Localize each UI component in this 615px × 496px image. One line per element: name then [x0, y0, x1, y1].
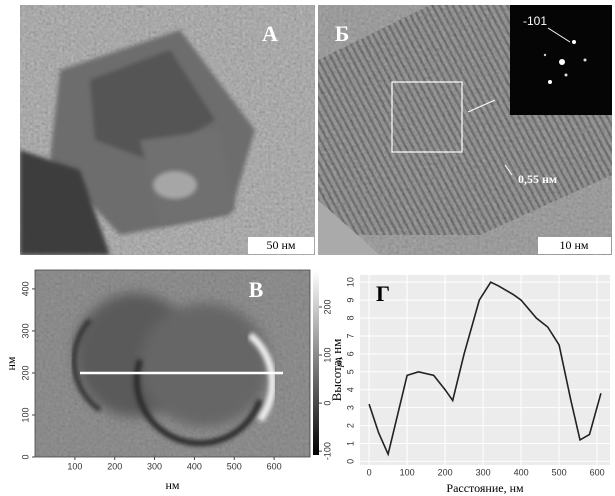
- page: А 50 нм Б -101 0,55 нм 10 нм В1002003004…: [0, 0, 615, 496]
- y-tick-label: 3: [345, 405, 355, 410]
- colorbar-tick-label: -100: [322, 442, 332, 460]
- colorbar-tick-label: 200: [322, 299, 332, 314]
- scale-bar: 10 нм: [559, 238, 588, 252]
- y-tick-label: 4: [345, 387, 355, 392]
- colorbar: [313, 270, 319, 455]
- x-tick-label: 0: [367, 467, 372, 477]
- y-axis-label: Высота, нм: [329, 339, 344, 402]
- x-axis-label: Расстояние, нм: [446, 481, 524, 495]
- y-tick-label: 6: [345, 351, 355, 356]
- x-tick-label: 300: [476, 467, 491, 477]
- x-tick-label: 300: [147, 461, 162, 471]
- x-tick-label: 500: [552, 467, 567, 477]
- annotation: -101: [523, 14, 547, 28]
- x-tick-label: 500: [227, 461, 242, 471]
- tem-image-b: [318, 5, 612, 255]
- panel-label: А: [262, 21, 278, 46]
- afm-image: [35, 270, 310, 457]
- y-tick-label: 7: [345, 333, 355, 338]
- y-tick-label: 0: [20, 454, 30, 459]
- x-tick-label: 400: [187, 461, 202, 471]
- y-tick-label: 9: [345, 298, 355, 303]
- y-tick-label: 10: [345, 277, 355, 287]
- y-tick-label: 400: [20, 281, 30, 296]
- y-tick-label: 5: [345, 369, 355, 374]
- annotation: 0,55 нм: [518, 172, 557, 186]
- panel-label: В: [249, 277, 264, 302]
- x-tick-label: 200: [107, 461, 122, 471]
- y-tick-label: 1: [345, 441, 355, 446]
- x-tick-label: 600: [590, 467, 605, 477]
- panel-label: Б: [335, 21, 350, 46]
- x-tick-label: 600: [267, 461, 282, 471]
- panel-label: Г: [376, 281, 390, 306]
- y-tick-label: 0: [345, 459, 355, 464]
- y-tick-label: 8: [345, 316, 355, 321]
- figure: А 50 нм Б -101 0,55 нм 10 нм В1002003004…: [0, 0, 615, 496]
- y-tick-label: 2: [345, 423, 355, 428]
- x-tick-label: 100: [67, 461, 82, 471]
- y-axis-label: нм: [4, 356, 18, 370]
- x-axis-label: нм: [165, 478, 179, 492]
- plot-area: [360, 275, 610, 465]
- y-tick-label: 200: [20, 365, 30, 380]
- x-tick-label: 400: [514, 467, 529, 477]
- y-tick-label: 300: [20, 323, 30, 338]
- x-tick-label: 100: [400, 467, 415, 477]
- x-tick-label: 200: [438, 467, 453, 477]
- y-tick-label: 100: [20, 407, 30, 422]
- scale-bar: 50 нм: [266, 238, 295, 252]
